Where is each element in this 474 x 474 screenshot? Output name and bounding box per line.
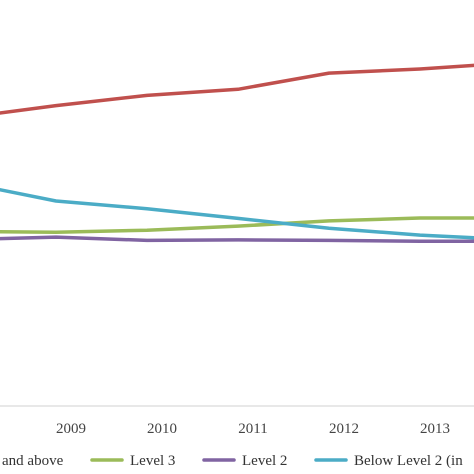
x-tick-label: 2011 — [238, 421, 267, 437]
series-1 — [0, 216, 474, 234]
series-layer — [0, 63, 474, 243]
x-tick-label: 2009 — [56, 421, 86, 437]
series-line-2 — [0, 235, 474, 243]
legend: and above Level 3 Level 2 Below Level 2 (in — [2, 453, 463, 469]
x-tick-label: 2012 — [329, 421, 359, 437]
legend-item-2: Level 2 — [202, 453, 287, 469]
x-tick-label: 2010 — [147, 421, 177, 437]
legend-item-0: and above — [2, 453, 64, 469]
x-tick-labels: 2009 2010 2011 2012 2013 — [56, 421, 450, 437]
series-0 — [0, 63, 474, 115]
legend-item-1: Level 3 — [90, 453, 175, 469]
series-line-1 — [0, 216, 474, 234]
series-line-0 — [0, 63, 474, 115]
legend-label: and above — [2, 453, 64, 469]
x-tick-label: 2013 — [420, 421, 450, 437]
series-2 — [0, 235, 474, 243]
legend-label: Below Level 2 (in — [354, 453, 463, 469]
legend-label: Level 3 — [130, 453, 175, 469]
legend-item-3: Below Level 2 (in — [314, 453, 463, 469]
series-3 — [0, 187, 474, 240]
legend-label: Level 2 — [242, 453, 287, 469]
